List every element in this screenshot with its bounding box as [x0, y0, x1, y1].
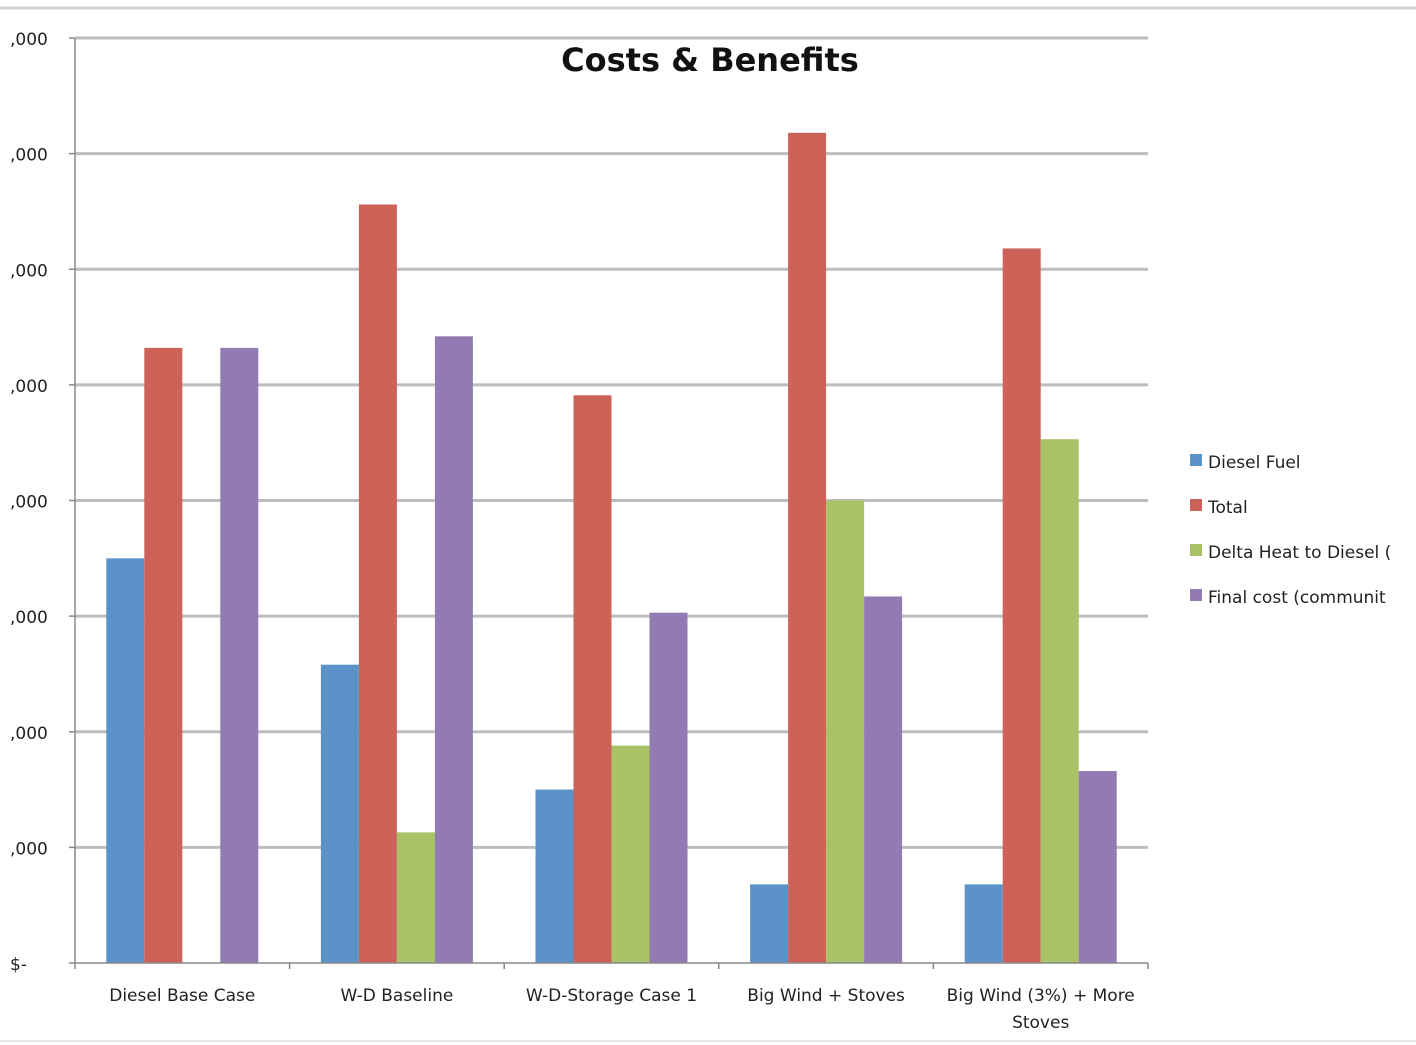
legend: Diesel Fuel Total Delta Heat to Diesel ( Fi… — [1190, 453, 1391, 608]
legend-label: Delta Heat to Diesel ( — [1208, 543, 1391, 563]
y-tick-label: ,000 — [10, 493, 48, 513]
bar — [1040, 439, 1079, 963]
bar — [434, 336, 473, 963]
bar — [864, 596, 903, 963]
y-tick-labels: $- ,000 ,000 ,000 ,000 ,000 ,000 ,000 ,000 — [10, 30, 48, 975]
bar — [320, 664, 359, 963]
bar — [535, 789, 574, 963]
bar — [220, 347, 259, 963]
bar — [964, 884, 1003, 963]
bars-group — [106, 132, 1117, 963]
y-tick-label: ,000 — [10, 608, 48, 628]
legend-swatch — [1190, 589, 1202, 601]
legend-swatch — [1190, 499, 1202, 511]
bar — [750, 884, 789, 963]
legend-swatch — [1190, 454, 1202, 466]
bar — [144, 347, 183, 963]
bar — [611, 745, 650, 963]
x-tick-label: Big Wind + Stoves — [747, 986, 905, 1006]
x-tick-label: W-D-Storage Case 1 — [526, 986, 697, 1006]
legend-swatch — [1190, 544, 1202, 556]
y-tick-label: ,000 — [10, 146, 48, 166]
y-tick-label: ,000 — [10, 261, 48, 281]
bar — [396, 832, 435, 963]
bar — [788, 132, 827, 963]
bar — [1078, 771, 1117, 963]
bar — [573, 395, 612, 963]
x-tick-label: W-D Baseline — [340, 986, 453, 1006]
y-tick-label: ,000 — [10, 30, 48, 50]
x-tick-label: Diesel Base Case — [109, 986, 255, 1006]
y-tick-label: ,000 — [10, 724, 48, 744]
legend-label: Diesel Fuel — [1208, 453, 1301, 473]
x-tick-label: Stoves — [1012, 1013, 1069, 1033]
legend-label: Total — [1207, 498, 1248, 518]
x-tick-labels: Diesel Base Case W-D Baseline W-D-Storage … — [109, 986, 1135, 1033]
bar — [106, 558, 145, 963]
bar — [358, 204, 397, 963]
x-tick-label: Big Wind (3%) + More — [947, 986, 1135, 1006]
y-tick-label: ,000 — [10, 839, 48, 859]
bar — [649, 612, 688, 963]
legend-label: Final cost (communit — [1208, 588, 1386, 608]
axes — [69, 37, 1149, 969]
y-tick-label: ,000 — [10, 377, 48, 397]
bar — [826, 500, 865, 963]
bar — [1002, 248, 1041, 963]
y-tick-label: $- — [10, 955, 27, 975]
chart-title: Costs & Benefits — [561, 41, 859, 79]
